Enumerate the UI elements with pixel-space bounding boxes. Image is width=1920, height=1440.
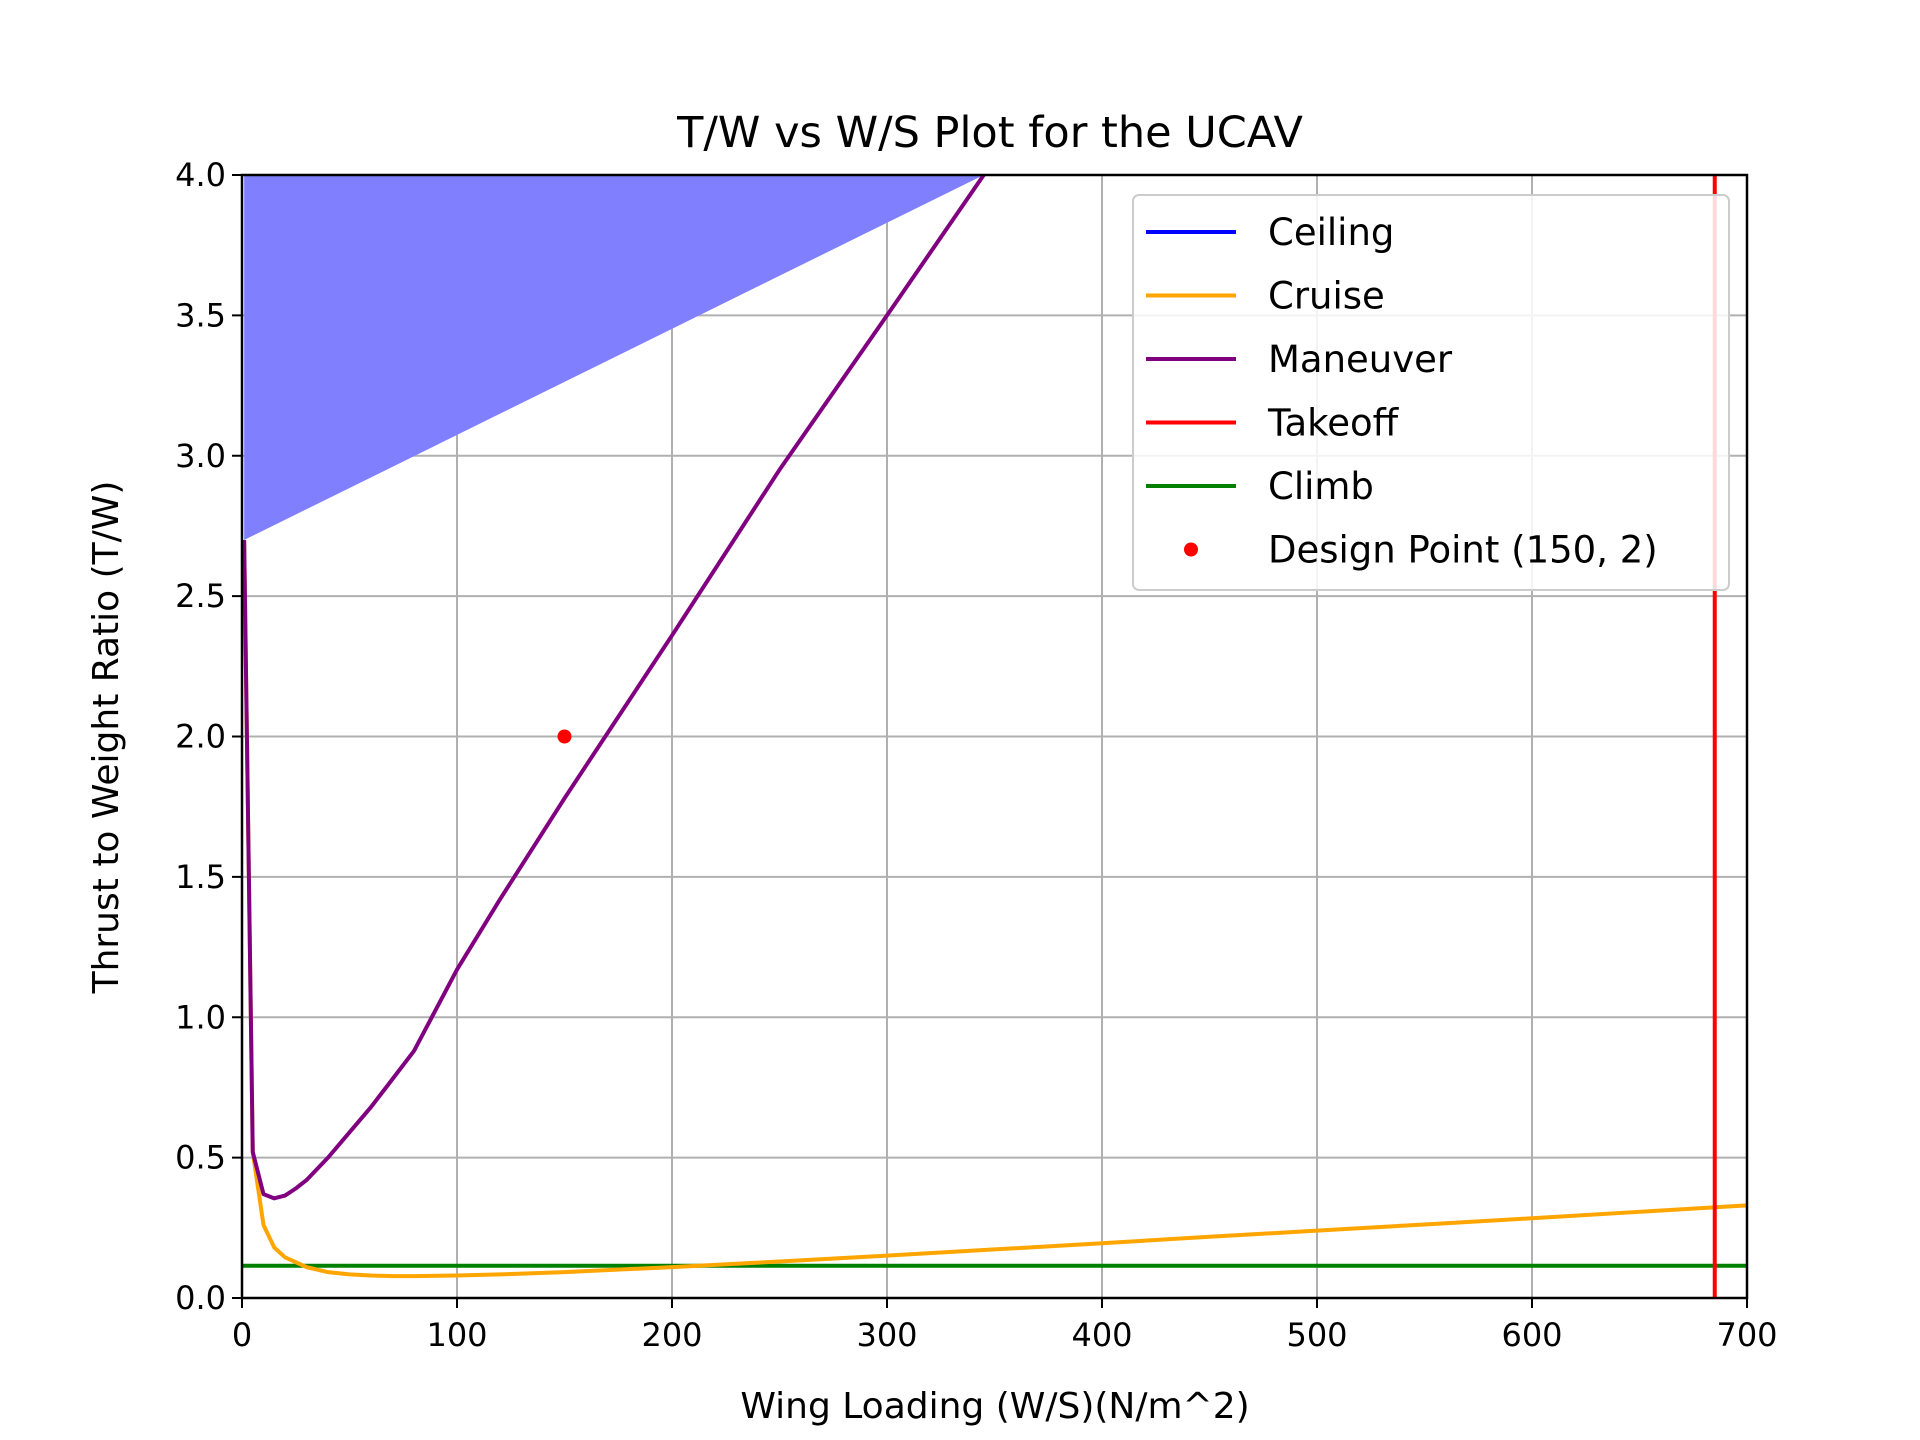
legend-label: Climb <box>1268 465 1374 508</box>
x-tick-label: 700 <box>1716 1316 1777 1354</box>
legend-label: Design Point (150, 2) <box>1268 529 1658 572</box>
legend-label: Maneuver <box>1268 338 1453 381</box>
y-tick-label: 1.5 <box>175 858 226 896</box>
y-tick-label: 0.0 <box>175 1279 226 1317</box>
x-tick-label: 400 <box>1071 1316 1132 1354</box>
x-tick-label: 600 <box>1501 1316 1562 1354</box>
x-tick-label: 200 <box>641 1316 702 1354</box>
y-axis-label: Thrust to Weight Ratio (T/W) <box>86 481 127 995</box>
y-tick-label: 2.5 <box>175 577 226 615</box>
y-tick-label: 4.0 <box>175 156 226 194</box>
axis-ticks: 0 100 200 300 400 500 600 700 0.0 0.5 1.0 1.5 2.0 2.5… <box>175 156 1777 1354</box>
x-tick-label: 100 <box>426 1316 487 1354</box>
legend-box <box>1132 194 1730 591</box>
legend-label: Cruise <box>1268 275 1385 318</box>
legend: Ceiling Cruise Maneuver Takeoff Climb Design … <box>1132 194 1730 591</box>
x-tick-label: 0 <box>232 1316 252 1354</box>
legend-swatch-design-point <box>1184 542 1198 557</box>
series-line-maneuver <box>242 173 986 1201</box>
x-tick-label: 500 <box>1286 1316 1347 1354</box>
y-tick-label: 3.5 <box>175 296 226 334</box>
chart-title: T/W vs W/S Plot for the UCAV <box>676 108 1303 158</box>
y-tick-label: 1.0 <box>175 998 226 1036</box>
legend-label: Ceiling <box>1268 211 1394 254</box>
x-axis-label: Wing Loading (W/S)(N/m^2) <box>740 1386 1249 1427</box>
legend-label: Takeoff <box>1267 402 1400 445</box>
design-point-marker <box>557 729 572 744</box>
x-tick-label: 300 <box>856 1316 917 1354</box>
y-tick-label: 3.0 <box>175 437 226 475</box>
feasible-region <box>244 175 984 540</box>
y-tick-label: 0.5 <box>175 1139 226 1177</box>
series-line-cruise <box>242 539 1748 1279</box>
y-tick-label: 2.0 <box>175 718 226 756</box>
